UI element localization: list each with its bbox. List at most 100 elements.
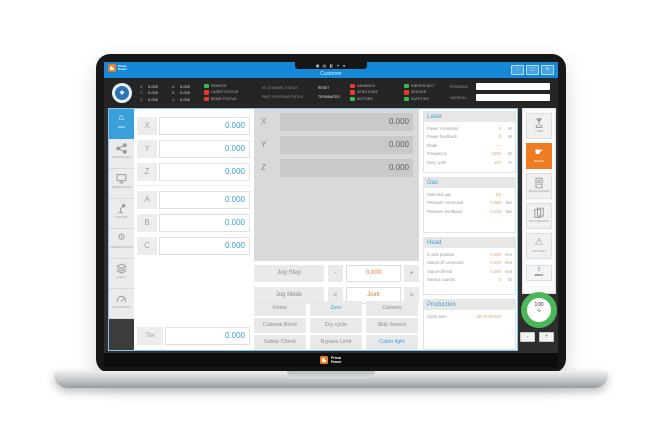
nc-channel-value: RESET (318, 86, 330, 90)
machine-axis-y: Y 0.000 (254, 136, 419, 154)
zero-button[interactable]: Zero (310, 301, 362, 316)
row-label: Stand-off command (427, 260, 464, 266)
axis-letter: C (172, 96, 175, 102)
led-label: HANDBOX (357, 83, 376, 88)
sidebar-item-label: FIXTURE (115, 215, 128, 219)
skip-sensor-button[interactable]: Skip Sensor (366, 318, 418, 333)
sidebar-item-fixture[interactable]: FIXTURE (109, 199, 134, 229)
tav-value[interactable]: 0.000 (165, 327, 250, 345)
axis-letter: Y (137, 140, 157, 158)
axis-divider (137, 185, 250, 186)
row-value: 0.000 (490, 268, 501, 274)
jog-step-minus-button[interactable]: - (328, 265, 343, 282)
sidebar-item-label: MONITORING (112, 305, 131, 309)
laser-mode-button[interactable]: LASER (526, 113, 552, 139)
laser-nozzle-icon (527, 114, 551, 130)
axis-y-value[interactable]: 0.000 (159, 140, 250, 158)
sidebar-item-main[interactable]: ⌂ MAIN (109, 109, 134, 139)
axis-b-value[interactable]: 0.000 (159, 214, 250, 232)
row-label: Stand-off real (427, 268, 453, 274)
status-axes-xyz: X 0.000 Y 0.000 Z 0.000 (140, 84, 158, 104)
multi-program-button[interactable]: MULTI PROGRAM (526, 203, 552, 229)
program-input[interactable] (476, 83, 550, 90)
maximize-button[interactable]: □ (526, 65, 539, 75)
safety-check-button[interactable]: Safety Check (254, 335, 306, 350)
override-minus-button[interactable]: - (520, 332, 535, 342)
jog-mode-next-button[interactable]: > (404, 287, 419, 304)
calsens-block-button[interactable]: Calsens Block (254, 318, 306, 333)
close-button[interactable]: × (541, 65, 554, 75)
led-label: LASER STATUS (211, 90, 239, 95)
cabin-light-button[interactable]: Cabin light (366, 335, 418, 350)
axis-a-value[interactable]: 0.000 (159, 191, 250, 209)
row-value: 00:00:00:000 (476, 313, 501, 319)
sidebar-item-configuration[interactable]: ⚙ CONFIGURATION (109, 229, 134, 259)
single-program-button[interactable]: SINGLE PROGRAM (526, 173, 552, 199)
compass-needle-icon: ◆ (115, 86, 129, 100)
jog-step-plus-button[interactable]: + (404, 265, 419, 282)
nc-channel-label: NC CHANNEL STATUS (262, 86, 298, 90)
page-icon (527, 174, 551, 190)
sidebar-item-technology[interactable]: TECHNOLOGY (109, 139, 134, 169)
row-unit: mm (505, 260, 512, 266)
laptop-base (54, 371, 608, 388)
row-label: Sensor counter (427, 277, 456, 283)
override-unit: % (536, 308, 541, 313)
material-input[interactable] (476, 94, 550, 101)
warning-icon: ⚠ (534, 237, 544, 248)
panel-row: Power command 0 W (427, 124, 512, 133)
bypass-limit-button[interactable]: Bypass Limit (310, 335, 362, 350)
app-titlebar: Prima Power ▣ ▤ ◧ ✦ ● Customer - □ × (104, 62, 558, 78)
sidebar-item-utility[interactable]: UTILITY (109, 259, 134, 289)
row-value: N2 (495, 191, 501, 197)
system-tray-icons: ▣ ▤ ◧ ✦ ● (295, 62, 367, 69)
row-value: 0 (498, 125, 501, 131)
jog-mode-prev-button[interactable]: < (328, 287, 343, 304)
calsens-button[interactable]: Calsens (366, 301, 418, 316)
tav-label: Tav (137, 327, 163, 345)
cnc-reset-button[interactable]: ⚠ CNC RESET (526, 233, 552, 259)
row-label: Power command (427, 125, 459, 131)
row-label: Mode (427, 142, 438, 148)
head-panel: Head C axis position 0.000 mm Stand-off co… (423, 237, 516, 295)
row-unit: hz (507, 151, 512, 157)
panel-row: Frequency 1000 hz (427, 150, 512, 159)
row-unit: W (508, 134, 512, 140)
job-number-button[interactable]: 0 JOB NO. (526, 265, 552, 281)
row-label: Duty cycle (427, 159, 447, 165)
gas-panel-title: Gas (424, 178, 515, 188)
tool-label: CNC RESET (532, 250, 546, 253)
axis-letter: Y (140, 90, 143, 96)
jog-step-row: Jog Step - 0.000 + (254, 265, 419, 282)
axis-x-value[interactable]: 0.000 (159, 117, 250, 135)
row-value: 1000 (491, 151, 501, 157)
sidebar-item-monitoring[interactable]: MONITORING (109, 289, 134, 319)
machine-axis-x-value: 0.000 (280, 113, 413, 131)
sidebar-item-production[interactable]: PRODUCTION (109, 169, 134, 199)
row-unit: % (508, 159, 512, 165)
override-plus-button[interactable]: + (539, 332, 554, 342)
row-label: C axis position (427, 251, 455, 257)
jog-step-value[interactable]: 0.000 (346, 265, 401, 282)
row-value: 0.000 (490, 251, 501, 257)
axis-row-a: A 0.000 (137, 191, 250, 209)
led-label: MOTORS (357, 97, 374, 102)
status-axes-abc: A 0.000 B 0.000 C 0.000 (172, 84, 190, 104)
manual-mode-button[interactable]: ☛ MANUAL (526, 143, 552, 169)
row-label: Selected gas (427, 191, 452, 197)
tool-label: SINGLE PROGRAM (528, 190, 550, 193)
axis-z-value[interactable]: 0.000 (159, 163, 250, 181)
prima-power-logo-icon (320, 356, 329, 364)
laptop-base-notch (287, 371, 375, 378)
hand-icon: ☛ (534, 147, 544, 158)
monitor-icon (109, 169, 134, 186)
row-unit: mm (505, 251, 512, 257)
led-label: EMERGENCY (411, 83, 435, 88)
minimize-button[interactable]: - (511, 65, 524, 75)
axis-c-value[interactable]: 0.000 (159, 237, 250, 255)
home-button[interactable]: Home (254, 301, 306, 316)
robot-arm-icon (109, 199, 134, 216)
dry-cycle-button[interactable]: Dry cycle (310, 318, 362, 333)
panel-row: Sensor counter 0 hz (427, 276, 512, 285)
